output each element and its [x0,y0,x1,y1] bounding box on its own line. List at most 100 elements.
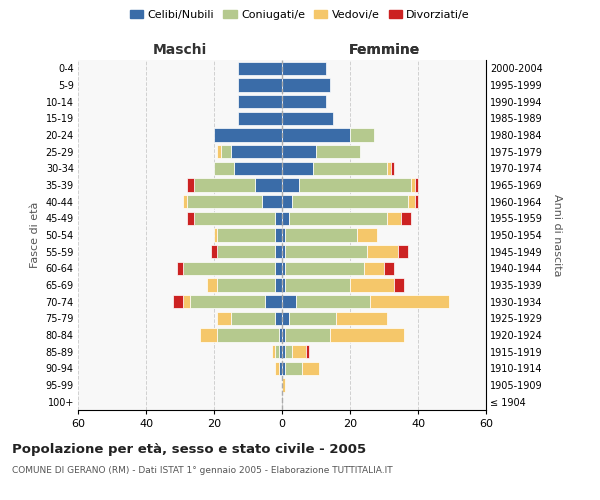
Bar [282,162,313,175]
Bar [282,328,286,342]
Text: COMUNE DI GERANO (RM) - Dati ISTAT 1° gennaio 2005 - Elaborazione TUTTITALIA.IT: COMUNE DI GERANO (RM) - Dati ISTAT 1° ge… [12,466,392,475]
Bar [384,262,394,275]
Bar [275,228,282,241]
Bar [306,345,309,358]
Bar [398,245,408,258]
Bar [217,278,275,291]
Bar [217,145,221,158]
Bar [187,195,262,208]
Bar [282,95,326,108]
Bar [231,312,275,325]
Bar [255,178,282,192]
Bar [173,295,184,308]
Bar [275,278,282,291]
Bar [278,345,282,358]
Bar [292,345,306,358]
Bar [231,145,282,158]
Bar [388,212,401,225]
Text: Femmine: Femmine [349,42,419,56]
Bar [262,195,282,208]
Bar [187,212,194,225]
Bar [217,312,231,325]
Bar [282,145,316,158]
Bar [278,362,282,375]
Bar [415,195,418,208]
Bar [282,245,286,258]
Bar [364,262,384,275]
Bar [214,228,217,241]
Bar [235,162,282,175]
Bar [282,278,286,291]
Bar [282,195,292,208]
Bar [282,128,350,141]
Bar [282,295,296,308]
Bar [292,195,408,208]
Bar [278,328,282,342]
Bar [299,178,411,192]
Bar [238,112,282,125]
Bar [286,245,367,258]
Bar [329,328,404,342]
Bar [286,345,292,358]
Bar [286,228,357,241]
Bar [282,78,329,92]
Bar [194,212,275,225]
Bar [296,295,370,308]
Y-axis label: Fasce di età: Fasce di età [30,202,40,268]
Bar [282,345,286,358]
Bar [316,145,360,158]
Bar [275,262,282,275]
Bar [415,178,418,192]
Text: Popolazione per età, sesso e stato civile - 2005: Popolazione per età, sesso e stato civil… [12,442,366,456]
Bar [194,178,255,192]
Bar [286,262,364,275]
Bar [238,62,282,75]
Bar [411,178,415,192]
Bar [350,278,394,291]
Bar [388,162,391,175]
Bar [275,345,278,358]
Bar [337,312,388,325]
Legend: Celibi/Nubili, Coniugati/e, Vedovi/e, Divorziati/e: Celibi/Nubili, Coniugati/e, Vedovi/e, Di… [125,6,475,25]
Bar [217,228,275,241]
Bar [282,312,289,325]
Bar [282,378,286,392]
Bar [289,212,388,225]
Bar [391,162,394,175]
Bar [282,62,326,75]
Bar [401,212,411,225]
Text: Maschi: Maschi [153,42,207,56]
Bar [211,245,217,258]
Bar [217,245,275,258]
Bar [214,162,235,175]
Bar [217,328,278,342]
Bar [302,362,319,375]
Bar [184,195,187,208]
Bar [265,295,282,308]
Bar [286,362,302,375]
Bar [282,112,333,125]
Bar [221,145,231,158]
Bar [286,278,350,291]
Bar [370,295,449,308]
Bar [187,178,194,192]
Bar [282,228,286,241]
Bar [272,345,275,358]
Bar [176,262,184,275]
Bar [275,312,282,325]
Bar [282,262,286,275]
Bar [282,178,299,192]
Bar [350,128,374,141]
Bar [238,95,282,108]
Bar [184,295,190,308]
Bar [394,278,404,291]
Bar [190,295,265,308]
Bar [282,212,289,225]
Bar [282,362,286,375]
Bar [275,212,282,225]
Bar [238,78,282,92]
Bar [200,328,217,342]
Bar [408,195,415,208]
Bar [207,278,217,291]
Bar [289,312,337,325]
